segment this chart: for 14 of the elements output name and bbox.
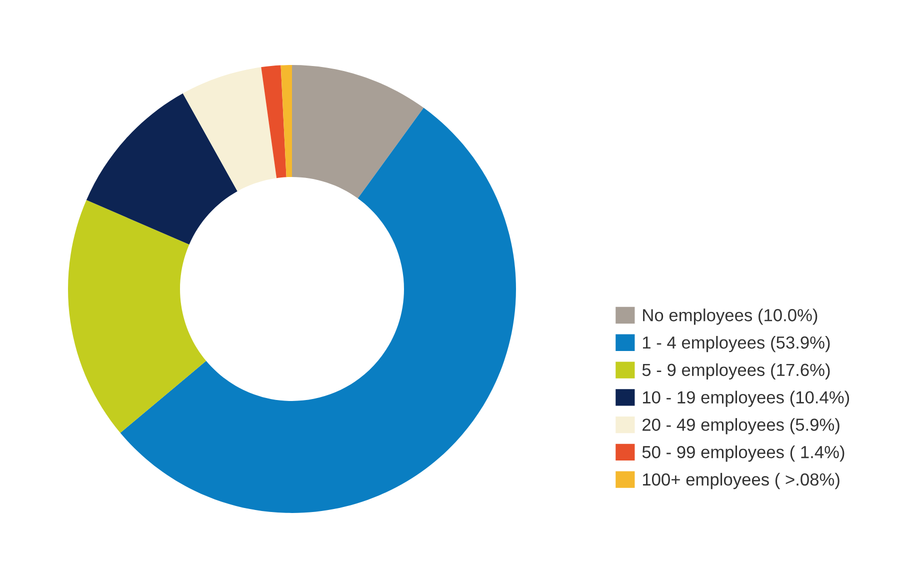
donut-slice: [280, 65, 292, 178]
donut-slice: [292, 65, 424, 198]
legend-label: 1 - 4 employees (53.9%): [642, 336, 830, 352]
donut-slice: [68, 200, 206, 433]
legend-label: 5 - 9 employees (17.6%): [642, 363, 830, 380]
legend-label: 100+ employees ( >.08%): [642, 472, 840, 490]
legend-label: 50 - 99 employees ( 1.4%): [642, 446, 844, 462]
legend-label: 10 - 19 employees (10.4%): [642, 390, 850, 407]
donut-slice: [261, 65, 286, 178]
legend-label: 20 - 49 employees (5.9%): [642, 418, 840, 434]
donut-slice: [182, 67, 277, 192]
donut-slice: [86, 93, 238, 245]
donut-slice: [120, 108, 516, 513]
legend-label: No employees (10.0%): [643, 308, 818, 325]
